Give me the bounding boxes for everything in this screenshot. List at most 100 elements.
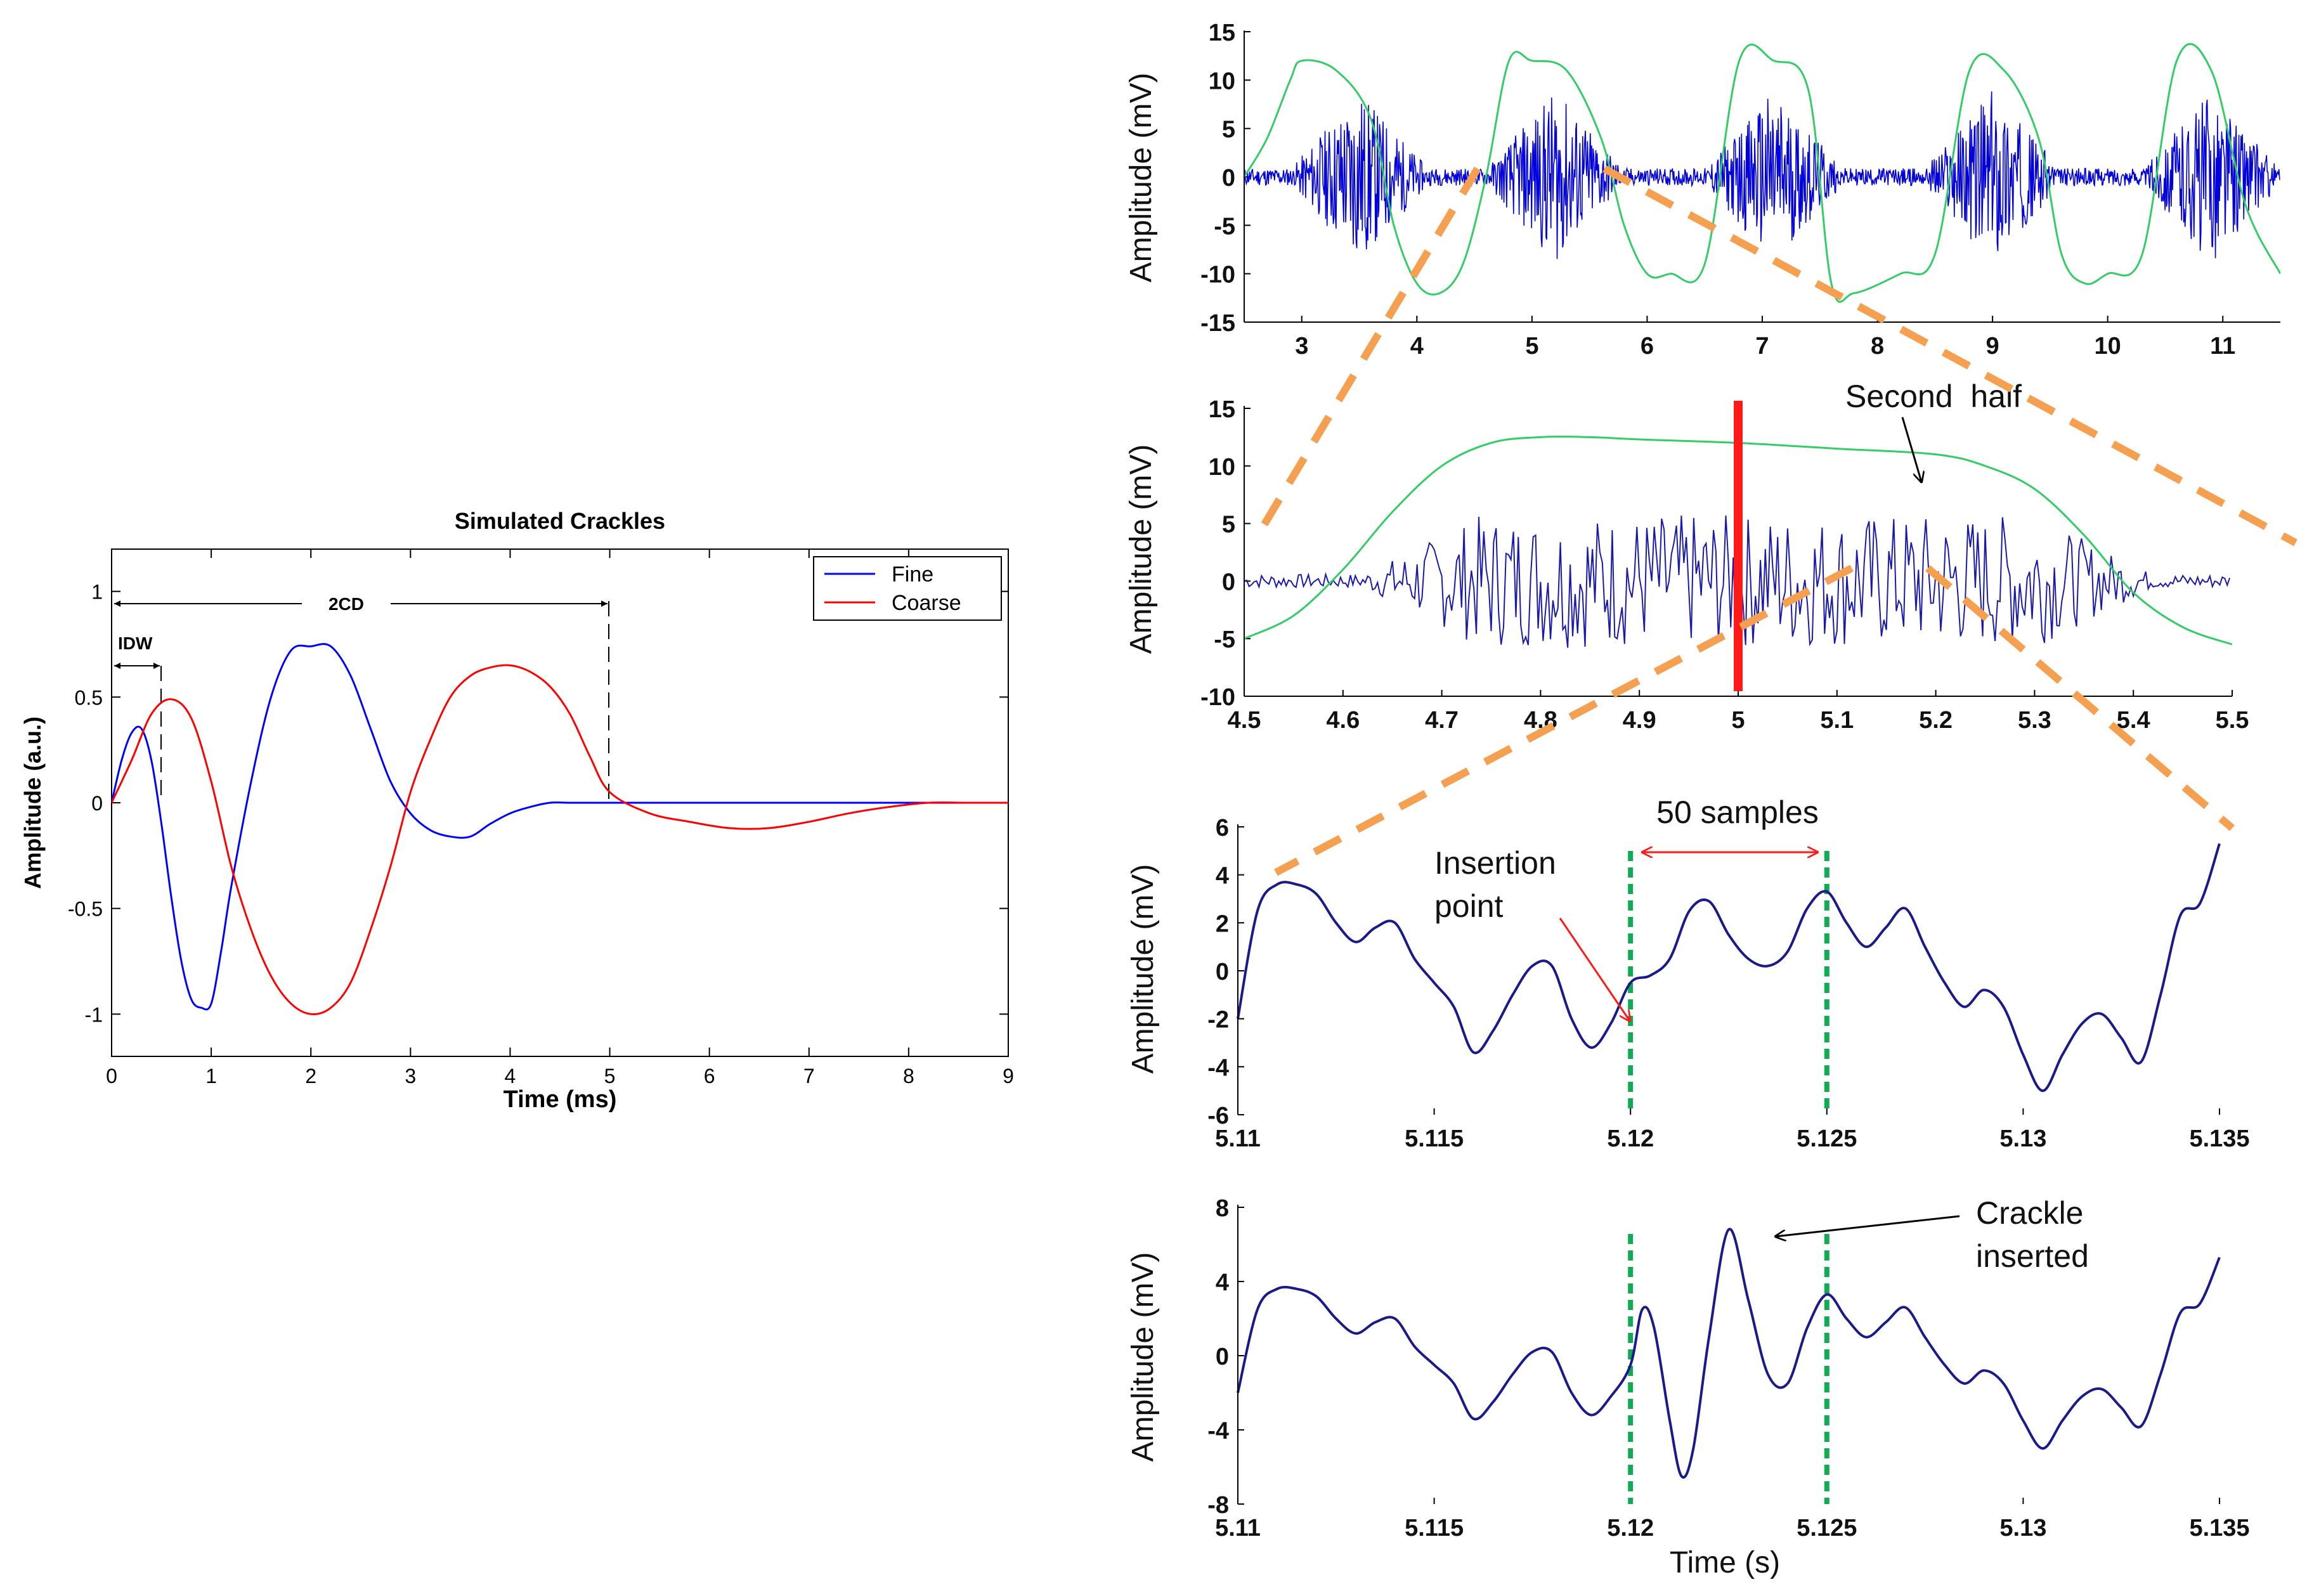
mid-x-tick-label: 5.3 [2018,707,2051,734]
mid-x-tick-label: 5.1 [1820,707,1854,734]
mid-x-tick-label: 4.5 [1228,707,1261,734]
sim-legend-box [813,556,1002,621]
zoom1-y-tick-label: -4 [1207,1054,1229,1081]
sim-y-tick-label: 0.5 [75,686,103,709]
zoom1-y-tick-label: -2 [1207,1007,1229,1034]
sim-ylabel: Amplitude (a.u.) [20,717,46,889]
top-x-tick-label: 11 [2210,333,2235,360]
sim-x-tick-label: 6 [704,1065,715,1087]
sim-title: Simulated Crackles [455,508,665,534]
sim-y-tick-label: 1 [91,581,103,604]
zoom2-series-group [1237,1228,2221,1479]
sim-x-tick-label: 9 [1003,1065,1014,1087]
top-y-tick-label: -10 [1200,262,1235,289]
sim-x-tick-label: 4 [505,1065,516,1087]
zoom1-x-tick-label: 5.13 [1999,1126,2046,1152]
mid-y-tick-label: 10 [1209,454,1235,481]
sim-x-tick-label: 5 [604,1065,616,1087]
top-x-tick-label: 9 [1986,333,1999,360]
sim-legend-coarse-label: Coarse [892,591,961,615]
sim-y-tick-label: -0.5 [68,898,103,921]
zoom2-xlabel: Time (s) [1670,1546,1780,1580]
zoom1-y-tick-label: 2 [1216,911,1229,937]
mid-y-tick-label: 15 [1209,396,1235,423]
mid-x-tick-label: 5 [1731,707,1745,734]
mid-signal-chart: Amplitude (mV) 4.5 4.6 4.7 4.8 4.9 5 5.1 5.2 5.3… [1124,379,2249,734]
sim-y-tick-label: -1 [85,1003,103,1026]
sim-series-coarse [112,664,1008,1016]
connector-line-1 [1252,166,1481,542]
zoom1-y-tick-label: 0 [1216,959,1229,985]
zoom2-x-tick-label: 5.13 [1999,1515,2046,1541]
top-y-tick-label: -5 [1214,213,1235,240]
top-signal-chart: Amplitude (mV) 3 4 5 6 7 8 9 10 11 15 10 5 0 -5 -10 -15 [1124,20,2280,360]
zoom2-x-tick-label: 5.125 [1797,1515,1857,1541]
sim-y-tick-label: 0 [91,792,103,815]
connector-line-2 [1602,165,2297,547]
sim-2cd-label: 2CD [328,594,364,614]
mid-x-tick-label: 4.7 [1425,707,1459,734]
sim-legend: Fine Coarse [813,556,1002,621]
zoom2-x-tick-label: 5.12 [1607,1515,1654,1541]
simulated-crackles-chart: Simulated Crackles Time (ms) Amplitude (… [20,508,1014,1113]
zoom1-x-tick-label: 5.11 [1215,1126,1261,1152]
sim-annotations: 2CD IDW [114,594,609,803]
zoom1-y-tick-label: 6 [1216,815,1229,841]
zoom1-insertion-markers [1628,851,1829,1115]
mid-annotation-arrow [1901,417,1921,482]
sim-x-tick-label: 8 [903,1065,914,1087]
top-y-tick-label: 5 [1222,117,1235,143]
top-x-tick-label: 10 [2095,333,2121,360]
zoom1-ylabel: Amplitude (mV) [1126,864,1160,1074]
sim-x-tick-label: 7 [803,1065,815,1087]
top-y-tick-label: 10 [1209,68,1235,94]
zoom1-x-tick-label: 5.115 [1405,1126,1464,1152]
zoom2-y-tick-label: -8 [1207,1492,1229,1519]
zoom2-annotation-arrow [1776,1215,1960,1236]
zoom2-ylabel: Amplitude (mV) [1126,1252,1160,1462]
top-y-tick-label: 15 [1209,20,1235,46]
sim-xlabel: Time (ms) [504,1086,617,1113]
zoom2-x-tick-label: 5.115 [1405,1515,1464,1541]
mid-x-tick-label: 5.2 [1919,707,1953,734]
sim-x-tick-label: 3 [405,1065,416,1087]
mid-y-tick-label: 0 [1222,569,1235,595]
zoom-after-chart: Amplitude (mV) 5.11 5.115 5.12 5.125 5.13 5.1… [1126,1195,2250,1580]
top-series-signal [1244,91,2280,259]
zoom2-x-tick-label: 5.11 [1215,1515,1261,1541]
top-x-tick-label: 3 [1295,333,1308,360]
zoom2-annotation: Crackle inserted [1976,1195,2092,1274]
zoom1-x-tick-label: 5.12 [1607,1126,1654,1152]
zoom-before-chart: Amplitude (mV) 5.11 5.115 5.12 5.125 5.13 5.1… [1126,795,2250,1152]
top-y-tick-label: -15 [1200,310,1235,337]
top-x-tick-label: 5 [1525,333,1538,360]
zoom2-axis-ticks: 5.11 5.115 5.12 5.125 5.13 5.135 8 4 0 -4 -8 [1207,1195,2249,1541]
top-x-tick-label: 8 [1871,333,1884,360]
zoom1-y-tick-label: -6 [1207,1103,1229,1129]
mid-y-tick-label: -5 [1214,626,1235,653]
connector-line-4 [1925,565,2235,831]
connector-line-3 [1274,564,1854,876]
zoom2-y-tick-label: 4 [1216,1269,1229,1296]
mid-x-tick-label: 4.6 [1326,707,1360,734]
zoom1-x-tick-label: 5.125 [1797,1126,1857,1152]
top-x-tick-label: 7 [1755,333,1769,360]
mid-x-tick-label: 4.9 [1623,707,1656,734]
top-ylabel: Amplitude (mV) [1124,73,1158,283]
zoom1-series-signal [1237,843,2221,1093]
sim-series-fine [112,643,1008,1011]
zoom-connectors [1252,165,2297,876]
top-series-envelope [1243,42,2280,303]
top-y-tick-label: 0 [1222,165,1235,191]
sim-x-tick-label: 0 [106,1065,117,1087]
mid-x-tick-label: 5.5 [2216,707,2249,734]
top-x-tick-label: 6 [1641,333,1654,360]
sim-y-ticks: -1 -0.5 0 0.5 1 [68,581,1008,1026]
zoom1-series-group [1237,843,2221,1093]
mid-y-tick-label: 5 [1222,512,1235,538]
zoom1-span-label: 50 samples [1656,795,1819,830]
top-series-group [1243,42,2280,303]
zoom2-y-tick-label: -4 [1207,1418,1229,1444]
zoom1-point-label: Insertion point [1434,845,1565,924]
